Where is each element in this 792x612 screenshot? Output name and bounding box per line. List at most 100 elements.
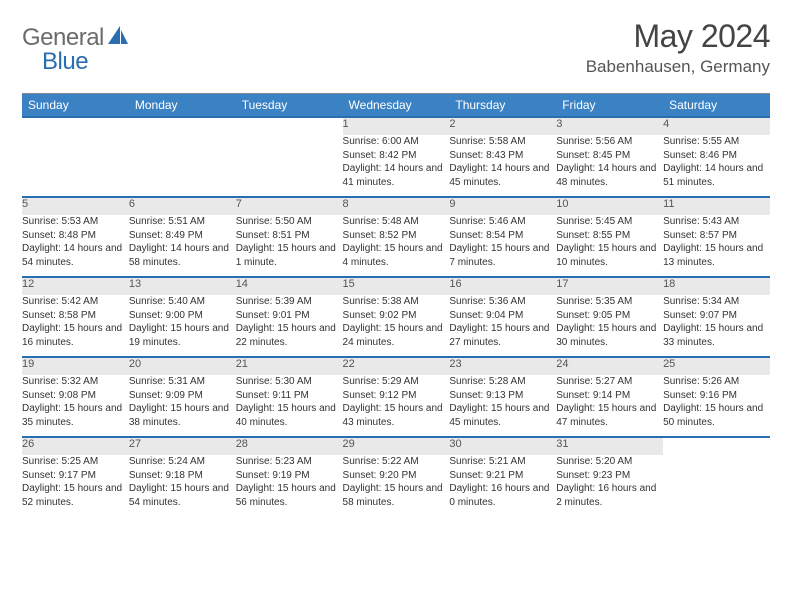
sunset-line: Sunset: 9:11 PM bbox=[236, 389, 343, 403]
calendar-content-row: Sunrise: 6:00 AMSunset: 8:42 PMDaylight:… bbox=[22, 135, 770, 197]
weekday-header: Saturday bbox=[663, 94, 770, 117]
day-content-cell: Sunrise: 5:50 AMSunset: 8:51 PMDaylight:… bbox=[236, 215, 343, 277]
sunset-line: Sunset: 9:01 PM bbox=[236, 309, 343, 323]
daylight-line: Daylight: 15 hours and 4 minutes. bbox=[343, 242, 450, 269]
calendar-weekday-header: SundayMondayTuesdayWednesdayThursdayFrid… bbox=[22, 94, 770, 117]
day-content-cell: Sunrise: 5:27 AMSunset: 9:14 PMDaylight:… bbox=[556, 375, 663, 437]
day-number-cell: 20 bbox=[129, 357, 236, 375]
sunrise-line: Sunrise: 5:24 AM bbox=[129, 455, 236, 469]
brand-sail-icon bbox=[108, 26, 130, 51]
calendar-content-row: Sunrise: 5:53 AMSunset: 8:48 PMDaylight:… bbox=[22, 215, 770, 277]
daylight-line: Daylight: 16 hours and 0 minutes. bbox=[449, 482, 556, 509]
page-header: General May 2024 Babenhausen, Germany bbox=[22, 18, 770, 77]
daylight-line: Daylight: 14 hours and 51 minutes. bbox=[663, 162, 770, 189]
day-content-cell: Sunrise: 5:45 AMSunset: 8:55 PMDaylight:… bbox=[556, 215, 663, 277]
day-number-cell: 27 bbox=[129, 437, 236, 455]
sunset-line: Sunset: 8:52 PM bbox=[343, 229, 450, 243]
brand-part2: Blue bbox=[42, 48, 88, 75]
day-content-cell: Sunrise: 5:43 AMSunset: 8:57 PMDaylight:… bbox=[663, 215, 770, 277]
sunrise-line: Sunrise: 5:51 AM bbox=[129, 215, 236, 229]
sunrise-line: Sunrise: 5:55 AM bbox=[663, 135, 770, 149]
day-content-cell: Sunrise: 5:29 AMSunset: 9:12 PMDaylight:… bbox=[343, 375, 450, 437]
sunrise-line: Sunrise: 5:39 AM bbox=[236, 295, 343, 309]
sunrise-line: Sunrise: 5:26 AM bbox=[663, 375, 770, 389]
day-content-cell: Sunrise: 5:24 AMSunset: 9:18 PMDaylight:… bbox=[129, 455, 236, 517]
day-number-cell: 8 bbox=[343, 197, 450, 215]
daylight-line: Daylight: 16 hours and 2 minutes. bbox=[556, 482, 663, 509]
sunrise-line: Sunrise: 5:32 AM bbox=[22, 375, 129, 389]
day-number-cell: 13 bbox=[129, 277, 236, 295]
day-content-cell: Sunrise: 5:51 AMSunset: 8:49 PMDaylight:… bbox=[129, 215, 236, 277]
sunrise-line: Sunrise: 5:36 AM bbox=[449, 295, 556, 309]
sunrise-line: Sunrise: 5:30 AM bbox=[236, 375, 343, 389]
sunset-line: Sunset: 9:19 PM bbox=[236, 469, 343, 483]
daylight-line: Daylight: 15 hours and 22 minutes. bbox=[236, 322, 343, 349]
sunrise-line: Sunrise: 5:22 AM bbox=[343, 455, 450, 469]
sunrise-line: Sunrise: 5:53 AM bbox=[22, 215, 129, 229]
daylight-line: Daylight: 15 hours and 54 minutes. bbox=[129, 482, 236, 509]
day-number-cell bbox=[129, 117, 236, 135]
day-content-cell: Sunrise: 5:20 AMSunset: 9:23 PMDaylight:… bbox=[556, 455, 663, 517]
sunset-line: Sunset: 8:49 PM bbox=[129, 229, 236, 243]
location-label: Babenhausen, Germany bbox=[586, 57, 770, 77]
day-number-cell: 28 bbox=[236, 437, 343, 455]
daylight-line: Daylight: 15 hours and 30 minutes. bbox=[556, 322, 663, 349]
day-number-cell: 4 bbox=[663, 117, 770, 135]
daylight-line: Daylight: 15 hours and 40 minutes. bbox=[236, 402, 343, 429]
sunset-line: Sunset: 8:57 PM bbox=[663, 229, 770, 243]
day-number-cell: 21 bbox=[236, 357, 343, 375]
sunset-line: Sunset: 8:51 PM bbox=[236, 229, 343, 243]
daylight-line: Daylight: 15 hours and 16 minutes. bbox=[22, 322, 129, 349]
daylight-line: Daylight: 14 hours and 48 minutes. bbox=[556, 162, 663, 189]
sunrise-line: Sunrise: 6:00 AM bbox=[343, 135, 450, 149]
month-title: May 2024 bbox=[586, 18, 770, 55]
sunset-line: Sunset: 9:02 PM bbox=[343, 309, 450, 323]
day-number-cell: 31 bbox=[556, 437, 663, 455]
sunrise-line: Sunrise: 5:45 AM bbox=[556, 215, 663, 229]
daylight-line: Daylight: 15 hours and 27 minutes. bbox=[449, 322, 556, 349]
daylight-line: Daylight: 14 hours and 45 minutes. bbox=[449, 162, 556, 189]
day-content-cell: Sunrise: 5:34 AMSunset: 9:07 PMDaylight:… bbox=[663, 295, 770, 357]
sunset-line: Sunset: 9:09 PM bbox=[129, 389, 236, 403]
sunset-line: Sunset: 9:12 PM bbox=[343, 389, 450, 403]
day-content-cell: Sunrise: 5:48 AMSunset: 8:52 PMDaylight:… bbox=[343, 215, 450, 277]
brand-part2-wrap: Blue bbox=[42, 48, 88, 76]
sunrise-line: Sunrise: 5:29 AM bbox=[343, 375, 450, 389]
sunset-line: Sunset: 9:17 PM bbox=[22, 469, 129, 483]
sunset-line: Sunset: 9:18 PM bbox=[129, 469, 236, 483]
daylight-line: Daylight: 15 hours and 10 minutes. bbox=[556, 242, 663, 269]
day-number-cell: 11 bbox=[663, 197, 770, 215]
calendar-daynum-row: 1234 bbox=[22, 117, 770, 135]
sunset-line: Sunset: 9:08 PM bbox=[22, 389, 129, 403]
day-content-cell: Sunrise: 5:30 AMSunset: 9:11 PMDaylight:… bbox=[236, 375, 343, 437]
sunrise-line: Sunrise: 5:46 AM bbox=[449, 215, 556, 229]
day-number-cell bbox=[22, 117, 129, 135]
daylight-line: Daylight: 15 hours and 38 minutes. bbox=[129, 402, 236, 429]
day-content-cell: Sunrise: 5:55 AMSunset: 8:46 PMDaylight:… bbox=[663, 135, 770, 197]
daylight-line: Daylight: 15 hours and 52 minutes. bbox=[22, 482, 129, 509]
daylight-line: Daylight: 15 hours and 43 minutes. bbox=[343, 402, 450, 429]
day-content-cell: Sunrise: 5:46 AMSunset: 8:54 PMDaylight:… bbox=[449, 215, 556, 277]
sunset-line: Sunset: 8:54 PM bbox=[449, 229, 556, 243]
day-number-cell bbox=[236, 117, 343, 135]
sunset-line: Sunset: 9:13 PM bbox=[449, 389, 556, 403]
sunrise-line: Sunrise: 5:27 AM bbox=[556, 375, 663, 389]
day-number-cell: 29 bbox=[343, 437, 450, 455]
day-number-cell: 19 bbox=[22, 357, 129, 375]
sunrise-line: Sunrise: 5:21 AM bbox=[449, 455, 556, 469]
daylight-line: Daylight: 15 hours and 50 minutes. bbox=[663, 402, 770, 429]
sunrise-line: Sunrise: 5:25 AM bbox=[22, 455, 129, 469]
day-number-cell: 25 bbox=[663, 357, 770, 375]
day-content-cell: Sunrise: 5:53 AMSunset: 8:48 PMDaylight:… bbox=[22, 215, 129, 277]
daylight-line: Daylight: 15 hours and 45 minutes. bbox=[449, 402, 556, 429]
weekday-header: Friday bbox=[556, 94, 663, 117]
daylight-line: Daylight: 14 hours and 58 minutes. bbox=[129, 242, 236, 269]
sunrise-line: Sunrise: 5:43 AM bbox=[663, 215, 770, 229]
day-number-cell: 5 bbox=[22, 197, 129, 215]
calendar-daynum-row: 12131415161718 bbox=[22, 277, 770, 295]
day-number-cell bbox=[663, 437, 770, 455]
sunset-line: Sunset: 8:45 PM bbox=[556, 149, 663, 163]
sunset-line: Sunset: 9:21 PM bbox=[449, 469, 556, 483]
calendar-daynum-row: 19202122232425 bbox=[22, 357, 770, 375]
calendar-content-row: Sunrise: 5:42 AMSunset: 8:58 PMDaylight:… bbox=[22, 295, 770, 357]
